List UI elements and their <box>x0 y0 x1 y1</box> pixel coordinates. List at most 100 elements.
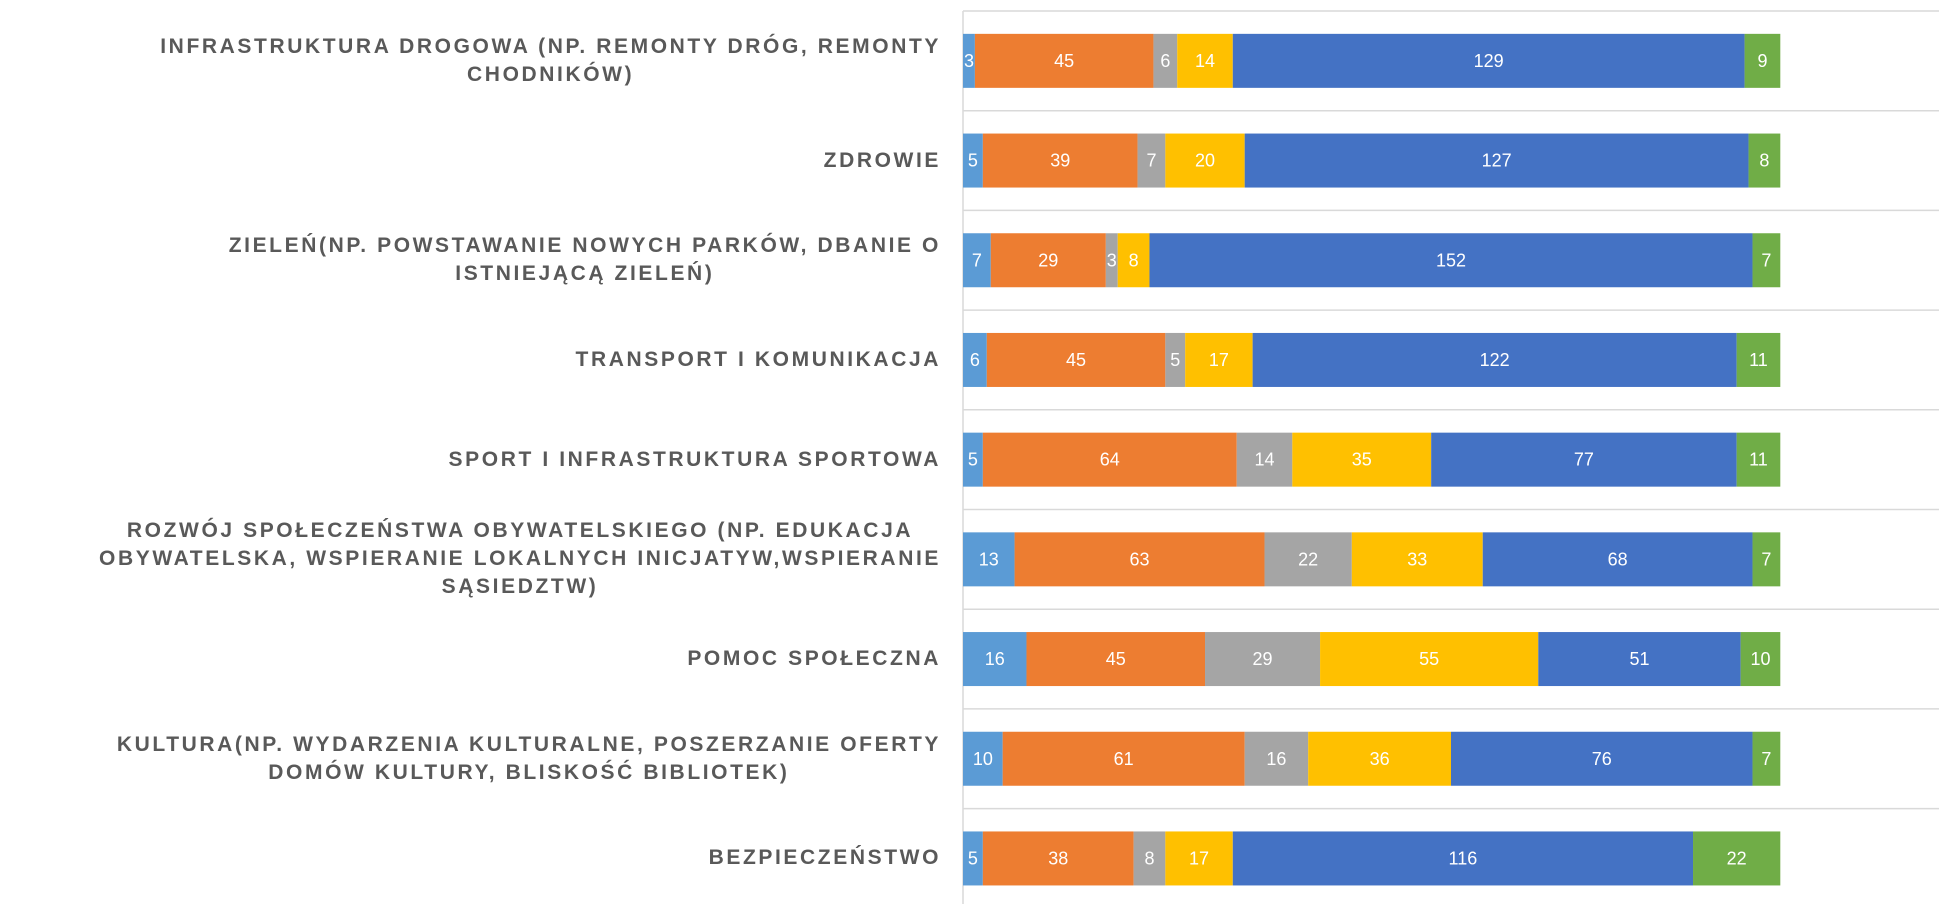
bar-segment <box>1351 532 1483 587</box>
value-label: 5 <box>968 848 978 868</box>
bar-segment <box>1748 133 1781 188</box>
value-label: 35 <box>1352 450 1372 470</box>
value-label: 16 <box>1266 749 1286 769</box>
bar-segment <box>1205 632 1321 687</box>
value-label: 39 <box>1050 151 1070 171</box>
category-label: ZIELEŃ(NP. POWSTAWANIE NOWYCH PARKÓW, DB… <box>1 232 941 288</box>
bar-segment <box>1137 133 1166 188</box>
bar-segment <box>1177 33 1233 88</box>
value-label: 3 <box>1107 250 1117 270</box>
value-label: 68 <box>1608 549 1628 569</box>
value-label: 7 <box>1761 749 1771 769</box>
category-label-text: KULTURA(NP. WYDARZENIA KULTURALNE, POSZE… <box>116 732 941 784</box>
bar-segment <box>1232 831 1694 886</box>
bar-segment <box>963 332 987 387</box>
bar-segment <box>1320 632 1539 687</box>
value-label: 8 <box>1144 848 1154 868</box>
category-label: INFRASTRUKTURA DROGOWA (NP. REMONTY DRÓG… <box>1 33 941 89</box>
value-label: 152 <box>1436 250 1466 270</box>
category-label-text: ROZWÓJ SPOŁECZEŃSTWA OBYWATELSKIEGO (NP.… <box>99 519 941 599</box>
value-label: 14 <box>1195 51 1215 71</box>
bar-segment <box>1165 332 1186 387</box>
bar-segment <box>974 33 1154 88</box>
bar-segment <box>1264 532 1352 587</box>
value-label: 3 <box>964 51 974 71</box>
value-label: 76 <box>1592 749 1612 769</box>
value-label: 122 <box>1480 350 1510 370</box>
category-label-text: INFRASTRUKTURA DROGOWA (NP. REMONTY DRÓG… <box>160 34 941 86</box>
bar-segment <box>1740 632 1781 687</box>
bar-segment <box>986 332 1166 387</box>
bar-segment <box>1744 33 1781 88</box>
bar-segment <box>1693 831 1781 886</box>
bar-segment <box>1185 332 1253 387</box>
bar-segment <box>1752 731 1781 786</box>
bar-segment <box>1244 133 1749 188</box>
value-label: 51 <box>1629 649 1649 669</box>
value-label: 33 <box>1407 549 1427 569</box>
category-label-text: SPORT I INFRASTRUKTURA SPORTOWA <box>448 447 941 471</box>
value-label: 7 <box>1761 250 1771 270</box>
value-label: 29 <box>1253 649 1273 669</box>
value-label: 7 <box>1761 549 1771 569</box>
value-label: 11 <box>1749 450 1768 470</box>
category-label-text: POMOC SPOŁECZNA <box>687 647 941 671</box>
value-label: 22 <box>1727 848 1747 868</box>
bar-segment <box>1752 233 1781 288</box>
value-label: 38 <box>1048 848 1068 868</box>
bar-segment <box>1752 532 1781 587</box>
bar-segment <box>1014 532 1265 587</box>
value-label: 45 <box>1066 350 1086 370</box>
bar-segment <box>1292 432 1432 487</box>
value-label: 5 <box>1170 350 1180 370</box>
value-label: 5 <box>968 151 978 171</box>
value-label: 64 <box>1100 450 1120 470</box>
value-label: 17 <box>1189 848 1209 868</box>
bar-segment <box>963 731 1003 786</box>
value-label: 36 <box>1370 749 1390 769</box>
value-label: 116 <box>1449 848 1478 868</box>
category-label: KULTURA(NP. WYDARZENIA KULTURALNE, POSZE… <box>1 731 941 787</box>
bar-segment <box>982 831 1134 886</box>
value-label: 127 <box>1482 151 1512 171</box>
bar-segment <box>1538 632 1741 687</box>
bar-segment <box>1105 233 1118 288</box>
bar-segment <box>1232 33 1745 88</box>
value-label: 63 <box>1130 549 1150 569</box>
value-label: 10 <box>1750 649 1770 669</box>
bar-segment <box>963 33 975 88</box>
bar-segment <box>1244 731 1309 786</box>
value-label: 17 <box>1209 350 1229 370</box>
value-label: 45 <box>1054 51 1074 71</box>
bar-segment <box>963 133 983 188</box>
category-label: ZDROWIE <box>1 147 941 175</box>
bar-segment <box>1431 432 1737 487</box>
value-label: 61 <box>1114 749 1134 769</box>
bar-segment <box>1026 632 1206 687</box>
value-label: 6 <box>970 350 980 370</box>
bar-segment <box>1236 432 1293 487</box>
value-label: 14 <box>1255 450 1275 470</box>
category-label-text: TRANSPORT I KOMUNIKACJA <box>575 347 941 371</box>
bar-segment <box>1308 731 1451 786</box>
category-label: ROZWÓJ SPOŁECZEŃSTWA OBYWATELSKIEGO (NP.… <box>1 517 941 601</box>
bar-segment <box>1002 731 1245 786</box>
value-label: 20 <box>1195 151 1215 171</box>
category-label: TRANSPORT I KOMUNIKACJA <box>1 346 941 374</box>
value-label: 6 <box>1160 51 1170 71</box>
bar-segment <box>1736 432 1781 487</box>
bar-segment <box>1165 831 1233 886</box>
value-label: 29 <box>1038 250 1058 270</box>
category-label: BEZPIECZEŃSTWO <box>1 844 941 872</box>
bar-segment <box>963 831 983 886</box>
bar-segment <box>982 133 1138 188</box>
value-label: 7 <box>1146 151 1156 171</box>
bar-segment <box>990 233 1106 288</box>
value-label: 10 <box>973 749 993 769</box>
bar-segment <box>1153 33 1178 88</box>
value-label: 16 <box>985 649 1005 669</box>
bar-segment <box>1736 332 1781 387</box>
bar-segment <box>1482 532 1753 587</box>
category-label-text: ZIELEŃ(NP. POWSTAWANIE NOWYCH PARKÓW, DB… <box>228 234 941 286</box>
